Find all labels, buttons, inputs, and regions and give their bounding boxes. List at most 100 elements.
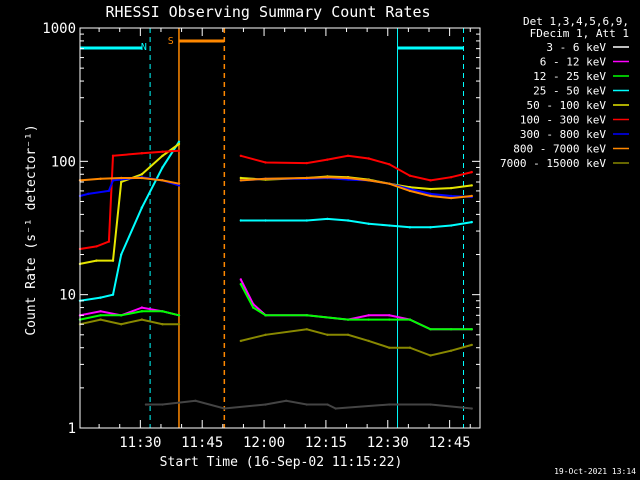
data-point xyxy=(161,403,164,406)
legend-label: 800 - 7000 keV xyxy=(513,143,606,156)
data-point xyxy=(408,346,412,349)
data-point xyxy=(305,161,309,165)
x-tick-label: 12:00 xyxy=(243,435,285,451)
x-tick-label: 12:45 xyxy=(429,435,471,451)
data-point xyxy=(449,196,453,200)
series-line xyxy=(146,399,472,410)
data-point xyxy=(429,194,432,198)
y-tick-label: 10 xyxy=(59,288,76,304)
data-point xyxy=(177,314,181,317)
x-axis-ticks: 11:30 11:45 12:00 12:15 12:30 12:45 xyxy=(98,28,471,451)
x-tick-label: 11:45 xyxy=(181,435,223,451)
series-4 xyxy=(78,140,473,302)
data-point xyxy=(449,176,453,179)
data-point xyxy=(239,278,243,281)
data-point xyxy=(408,185,412,189)
data-point xyxy=(470,184,473,187)
data-point xyxy=(326,403,329,406)
data-point xyxy=(326,158,329,161)
data-point xyxy=(449,224,453,227)
legend: Det 1,3,4,5,6,9,FDecim 1, Att 13 - 6 keV… xyxy=(500,15,629,170)
legend-label: 50 - 100 keV xyxy=(527,99,607,112)
data-point xyxy=(305,176,309,180)
data-point xyxy=(264,161,267,164)
data-point xyxy=(144,403,148,406)
y-tick-label: 1000 xyxy=(42,21,76,37)
data-point xyxy=(111,179,115,182)
data-point xyxy=(140,206,144,209)
data-point xyxy=(388,314,391,317)
x-tick-label: 11:30 xyxy=(119,435,161,451)
data-point xyxy=(449,194,453,198)
data-point xyxy=(264,219,267,222)
data-point xyxy=(177,182,181,185)
data-point xyxy=(367,157,370,160)
data-point xyxy=(264,403,267,406)
data-point xyxy=(429,179,432,182)
data-point xyxy=(346,154,350,158)
data-point xyxy=(429,226,432,229)
data-point xyxy=(87,192,90,196)
y-axis-label: Count Rate (s⁻¹ detector⁻¹) xyxy=(24,124,39,335)
data-point xyxy=(239,154,243,158)
data-point xyxy=(120,180,123,184)
y-axis-ticks: 1 10 100 1000 xyxy=(42,21,480,437)
data-point xyxy=(99,318,102,321)
data-point xyxy=(161,323,164,326)
data-point xyxy=(264,314,267,317)
data-point xyxy=(95,259,98,262)
data-point xyxy=(194,399,197,402)
data-point xyxy=(120,176,123,180)
data-point xyxy=(99,296,102,299)
data-point xyxy=(239,176,243,180)
data-point xyxy=(251,306,255,309)
data-point xyxy=(120,314,123,317)
generation-timestamp: 19-Oct-2021 13:14 xyxy=(554,467,636,476)
data-point xyxy=(326,333,329,337)
data-point xyxy=(120,323,123,326)
data-point xyxy=(305,314,309,317)
legend-label: 6 - 12 keV xyxy=(540,56,607,69)
data-point xyxy=(111,259,115,262)
legend-label: 300 - 800 keV xyxy=(520,128,606,141)
series-1 xyxy=(144,399,473,410)
data-point xyxy=(367,314,370,317)
data-point xyxy=(120,253,123,256)
data-point xyxy=(177,140,181,144)
data-point xyxy=(408,187,412,191)
flag-markers: NS xyxy=(141,36,174,53)
legend-header: FDecim 1, Att 1 xyxy=(530,27,629,40)
data-point xyxy=(239,282,243,286)
data-point xyxy=(305,403,309,406)
data-point xyxy=(305,328,309,331)
data-point xyxy=(408,174,412,177)
data-point xyxy=(470,170,473,174)
data-point xyxy=(264,177,267,180)
series-3 xyxy=(78,282,473,331)
data-point xyxy=(326,217,329,221)
data-point xyxy=(177,184,181,187)
data-point xyxy=(429,328,432,331)
series-6 xyxy=(78,149,473,251)
data-point xyxy=(161,310,164,313)
data-point xyxy=(408,226,412,229)
series-9 xyxy=(78,318,473,357)
data-point xyxy=(140,152,144,155)
data-point xyxy=(177,323,181,326)
legend-label: 100 - 300 keV xyxy=(520,114,606,127)
data-point xyxy=(111,293,115,296)
data-point xyxy=(388,403,391,406)
data-point xyxy=(388,346,391,349)
data-point xyxy=(346,219,350,222)
data-point xyxy=(161,150,164,153)
data-point xyxy=(429,354,432,357)
data-point xyxy=(99,314,102,317)
data-point xyxy=(408,189,412,193)
data-point xyxy=(470,407,473,410)
data-point xyxy=(239,219,243,222)
data-point xyxy=(449,328,453,331)
data-point xyxy=(284,399,288,402)
data-point xyxy=(408,318,412,321)
data-point xyxy=(140,173,144,176)
